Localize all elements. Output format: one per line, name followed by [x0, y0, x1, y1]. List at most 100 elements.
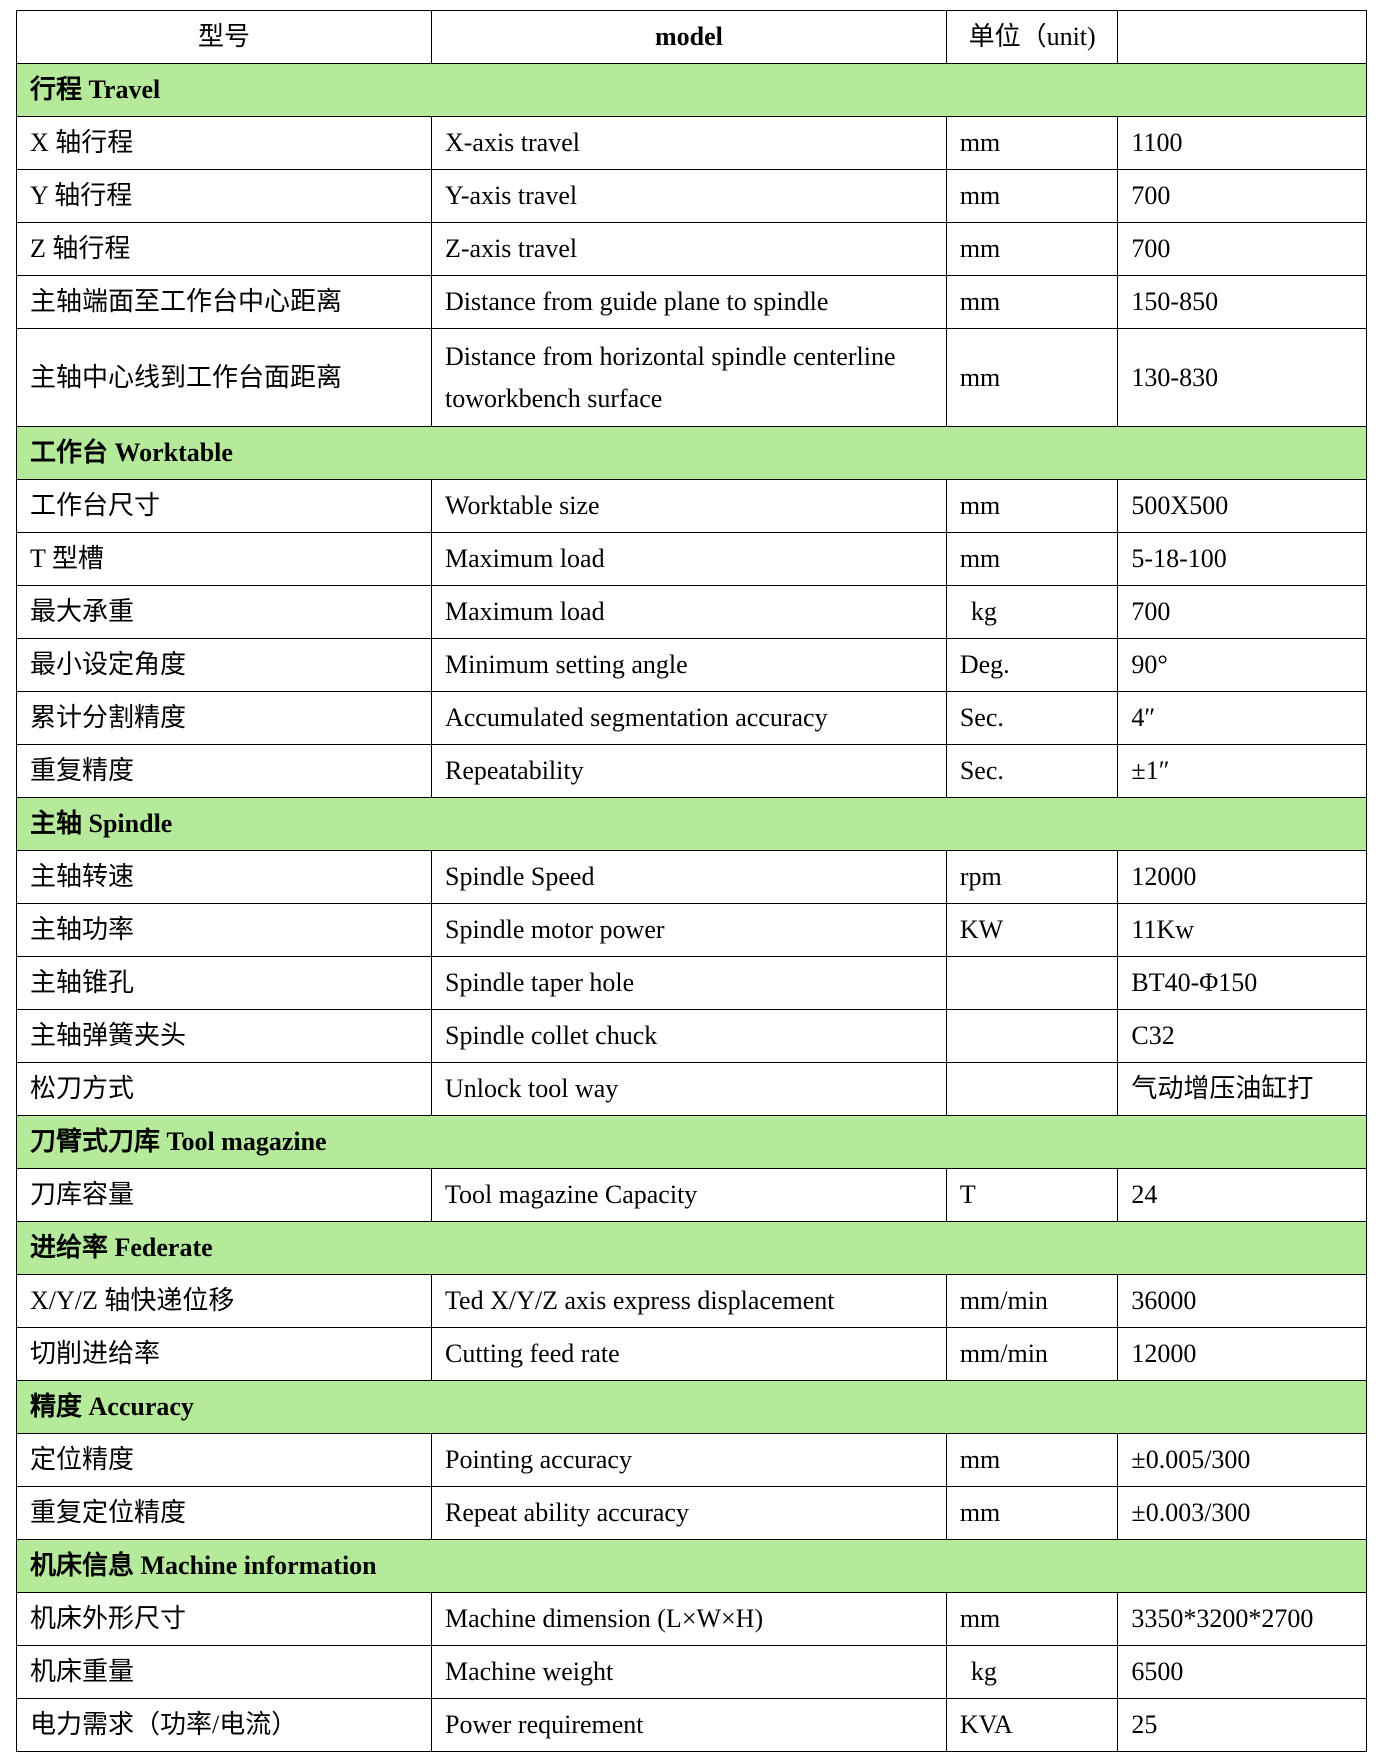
cell-chinese-name: 最大承重 [16, 585, 432, 639]
cell-value: 5-18-100 [1117, 532, 1367, 586]
table-row: 定位精度 Pointing accuracy mm ±0.005/300 [16, 1433, 1367, 1487]
cell-english-name: Repeatability [430, 744, 947, 798]
cell-chinese-name: 电力需求（功率/电流） [16, 1698, 432, 1752]
cell-unit [945, 1062, 1119, 1116]
table-row: 重复定位精度 Repeat ability accuracy mm ±0.003/30… [16, 1486, 1367, 1540]
section-row: 刀臂式刀库 Tool magazine [16, 1115, 1367, 1169]
cell-value: 700 [1117, 585, 1367, 639]
cell-unit: mm [945, 479, 1119, 533]
section-row: 主轴 Spindle [16, 797, 1367, 851]
table-row: 最小设定角度 Minimum setting angle Deg. 90° [16, 638, 1367, 692]
cell-chinese-name: 定位精度 [16, 1433, 432, 1487]
spec-table: 型号 model 单位（unit) 行程 Travel X 轴行程 X-axis t… [16, 10, 1367, 1752]
cell-value: 700 [1117, 169, 1367, 223]
cell-chinese-name: 工作台尺寸 [16, 479, 432, 533]
header-type: 型号 [16, 10, 432, 64]
cell-value: ±0.005/300 [1117, 1433, 1367, 1487]
cell-unit [945, 1009, 1119, 1063]
table-row: 主轴中心线到工作台面距离 Distance from horizontal spi… [16, 328, 1367, 427]
table-row: Y 轴行程 Y-axis travel mm 700 [16, 169, 1367, 223]
cell-value: ±0.003/300 [1117, 1486, 1367, 1540]
cell-chinese-name: 最小设定角度 [16, 638, 432, 692]
cell-chinese-name: X/Y/Z 轴快递位移 [16, 1274, 432, 1328]
header-unit: 单位（unit) [945, 10, 1119, 64]
cell-english-name: X-axis travel [430, 116, 947, 170]
section-title: 刀臂式刀库 Tool magazine [16, 1115, 1367, 1169]
cell-chinese-name: 重复定位精度 [16, 1486, 432, 1540]
cell-value: 25 [1117, 1698, 1367, 1752]
cell-english-name: Tool magazine Capacity [430, 1168, 947, 1222]
section-title: 进给率 Federate [16, 1221, 1367, 1275]
table-row: 刀库容量 Tool magazine Capacity T 24 [16, 1168, 1367, 1222]
cell-value: C32 [1117, 1009, 1367, 1063]
table-row: X 轴行程 X-axis travel mm 1100 [16, 116, 1367, 170]
cell-unit: KW [945, 903, 1119, 957]
table-row: 主轴功率 Spindle motor power KW 11Kw [16, 903, 1367, 957]
cell-english-name: Unlock tool way [430, 1062, 947, 1116]
header-value [1117, 10, 1367, 64]
cell-unit: rpm [945, 850, 1119, 904]
table-row: 松刀方式 Unlock tool way 气动增压油缸打 [16, 1062, 1367, 1116]
cell-value: 4″ [1117, 691, 1367, 745]
cell-english-name: Z-axis travel [430, 222, 947, 276]
cell-english-name: Spindle taper hole [430, 956, 947, 1010]
cell-value: BT40-Φ150 [1117, 956, 1367, 1010]
table-row: 主轴弹簧夹头 Spindle collet chuck C32 [16, 1009, 1367, 1063]
section-row: 行程 Travel [16, 63, 1367, 117]
cell-chinese-name: 主轴中心线到工作台面距离 [16, 328, 432, 427]
cell-unit: mm [945, 116, 1119, 170]
cell-unit: mm/min [945, 1274, 1119, 1328]
cell-unit: kg [945, 1645, 1119, 1699]
cell-chinese-name: T 型槽 [16, 532, 432, 586]
cell-chinese-name: Y 轴行程 [16, 169, 432, 223]
section-title: 机床信息 Machine information [16, 1539, 1367, 1593]
cell-english-name: Spindle collet chuck [430, 1009, 947, 1063]
cell-unit: mm [945, 222, 1119, 276]
section-row: 进给率 Federate [16, 1221, 1367, 1275]
table-row: 切削进给率 Cutting feed rate mm/min 12000 [16, 1327, 1367, 1381]
table-row: 主轴端面至工作台中心距离 Distance from guide plane to… [16, 275, 1367, 329]
cell-english-name: Distance from guide plane to spindle [430, 275, 947, 329]
cell-english-name: Ted X/Y/Z axis express displacement [430, 1274, 947, 1328]
cell-value: 11Kw [1117, 903, 1367, 957]
cell-english-name: Power requirement [430, 1698, 947, 1752]
cell-chinese-name: X 轴行程 [16, 116, 432, 170]
cell-english-name: Pointing accuracy [430, 1433, 947, 1487]
cell-english-name: Maximum load [430, 532, 947, 586]
cell-chinese-name: 主轴转速 [16, 850, 432, 904]
table-row: 重复精度 Repeatability Sec. ±1″ [16, 744, 1367, 798]
cell-english-name: Minimum setting angle [430, 638, 947, 692]
cell-value: 36000 [1117, 1274, 1367, 1328]
cell-english-name: Y-axis travel [430, 169, 947, 223]
cell-value: 24 [1117, 1168, 1367, 1222]
section-title: 主轴 Spindle [16, 797, 1367, 851]
cell-chinese-name: 机床重量 [16, 1645, 432, 1699]
cell-chinese-name: 主轴功率 [16, 903, 432, 957]
table-row: 累计分割精度 Accumulated segmentation accuracy S… [16, 691, 1367, 745]
table-row: T 型槽 Maximum load mm 5-18-100 [16, 532, 1367, 586]
cell-english-name: Accumulated segmentation accuracy [430, 691, 947, 745]
section-row: 工作台 Worktable [16, 426, 1367, 480]
cell-chinese-name: 松刀方式 [16, 1062, 432, 1116]
cell-english-name: Repeat ability accuracy [430, 1486, 947, 1540]
cell-unit: mm [945, 1592, 1119, 1646]
cell-value: 6500 [1117, 1645, 1367, 1699]
cell-unit: Deg. [945, 638, 1119, 692]
cell-value: 12000 [1117, 1327, 1367, 1381]
cell-english-name: Spindle Speed [430, 850, 947, 904]
cell-english-name: Maximum load [430, 585, 947, 639]
cell-chinese-name: 主轴端面至工作台中心距离 [16, 275, 432, 329]
cell-unit: kg [945, 585, 1119, 639]
cell-value: 130-830 [1117, 328, 1367, 427]
cell-chinese-name: 切削进给率 [16, 1327, 432, 1381]
cell-unit: Sec. [945, 691, 1119, 745]
section-title: 工作台 Worktable [16, 426, 1367, 480]
cell-value: 500X500 [1117, 479, 1367, 533]
cell-unit [945, 956, 1119, 1010]
table-row: 机床重量 Machine weight kg 6500 [16, 1645, 1367, 1699]
cell-value: ±1″ [1117, 744, 1367, 798]
section-title: 精度 Accuracy [16, 1380, 1367, 1434]
cell-value: 3350*3200*2700 [1117, 1592, 1367, 1646]
cell-value: 150-850 [1117, 275, 1367, 329]
cell-chinese-name: 主轴弹簧夹头 [16, 1009, 432, 1063]
